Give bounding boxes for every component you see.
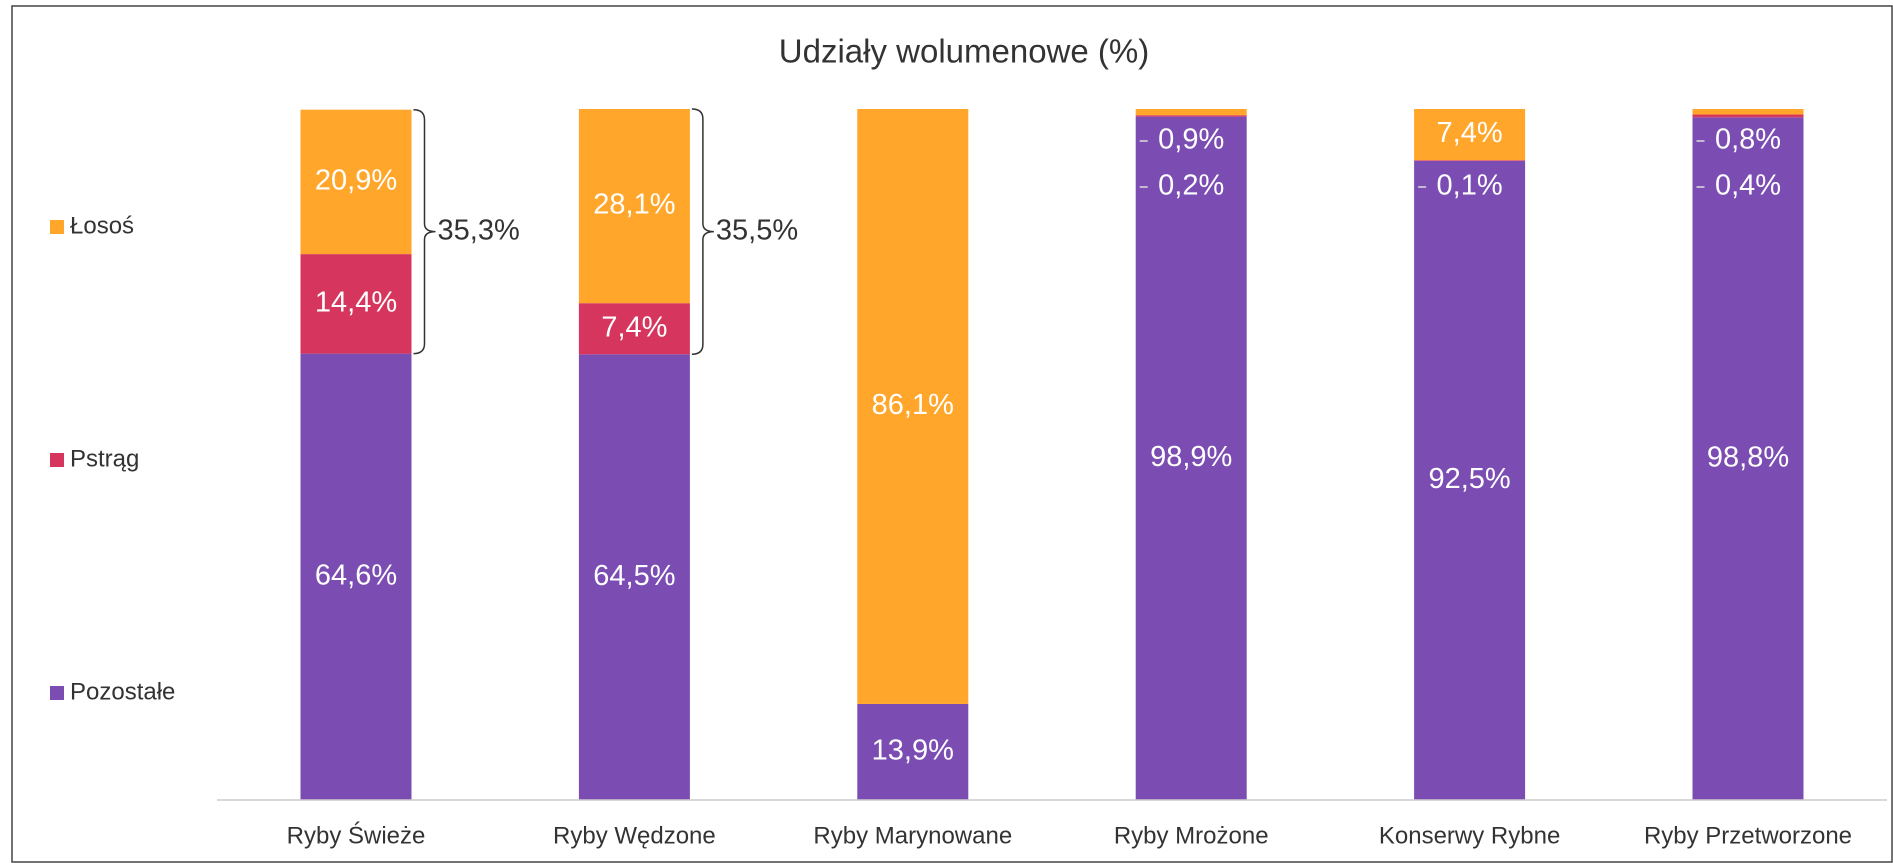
- annotation: 35,3%: [438, 214, 520, 246]
- value-label: 20,9%: [315, 165, 397, 197]
- value-label: 0,4%: [1715, 170, 1781, 202]
- value-label: 98,9%: [1150, 441, 1232, 473]
- bar-segment: [1136, 109, 1247, 115]
- chart-title: Udziały wolumenowe (%): [779, 33, 1149, 70]
- value-label: 0,2%: [1158, 170, 1224, 202]
- annotation: 35,5%: [716, 214, 798, 246]
- x-tick-label: Konserwy Rybne: [1379, 822, 1560, 849]
- bar-segment: [1136, 115, 1247, 116]
- x-tick-label: Ryby Mrożone: [1114, 822, 1269, 849]
- legend-label: Pozostałe: [70, 678, 175, 705]
- value-label: 13,9%: [872, 735, 954, 767]
- x-tick-label: Ryby Marynowane: [813, 822, 1012, 849]
- x-tick-label: Ryby Świeże: [287, 821, 426, 849]
- value-label: 86,1%: [872, 389, 954, 421]
- value-label: 0,9%: [1158, 124, 1224, 156]
- value-label: 92,5%: [1428, 463, 1510, 495]
- value-label: 28,1%: [593, 189, 675, 221]
- legend-label: Łosoś: [70, 212, 134, 239]
- value-label: 14,4%: [315, 287, 397, 319]
- value-label: 98,8%: [1707, 441, 1789, 473]
- legend-swatch: [50, 686, 64, 700]
- bar-segment: [1693, 115, 1804, 118]
- value-label: 64,6%: [315, 559, 397, 591]
- bar-segment: [1693, 109, 1804, 115]
- legend-swatch: [50, 220, 64, 234]
- value-label: 0,8%: [1715, 124, 1781, 156]
- x-tick-label: Ryby Przetworzone: [1644, 822, 1852, 849]
- legend-label: Pstrąg: [70, 445, 139, 472]
- value-label: 0,1%: [1437, 170, 1503, 202]
- chart: Udziały wolumenowe (%) Pozostałe Pstrąg Ło…: [0, 0, 1893, 863]
- x-tick-label: Ryby Wędzone: [553, 822, 716, 849]
- bar-segment: [1414, 160, 1525, 161]
- value-label: 7,4%: [1437, 117, 1503, 149]
- value-label: 7,4%: [601, 311, 667, 343]
- legend-swatch: [50, 453, 64, 467]
- value-label: 64,5%: [593, 560, 675, 592]
